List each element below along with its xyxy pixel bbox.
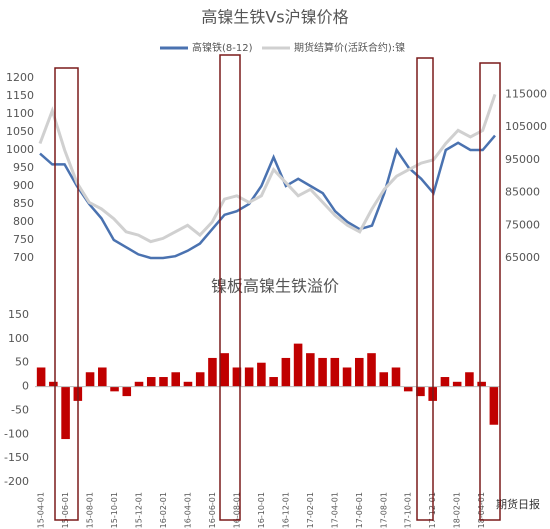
y-tick-label: 800 [13, 215, 34, 228]
line [38, 93, 497, 244]
bar [403, 386, 413, 392]
x-tick-label: 2018-04-01 [477, 492, 486, 529]
highlight-box [416, 57, 434, 521]
x-tick-label: 2016-10-01 [257, 492, 266, 529]
x-tick-label: 2017-02-01 [306, 492, 315, 529]
bar [159, 377, 168, 387]
y-tick-label: 100 [8, 332, 29, 345]
y2-tick-label: 115000 [505, 87, 547, 100]
bar [293, 343, 303, 387]
y-tick-label: -50 [11, 403, 29, 416]
x-tick-label: 2015-12-01 [135, 492, 144, 529]
y-tick-label: 50 [15, 356, 29, 369]
y2-tick-label: 95000 [505, 153, 540, 166]
bar [257, 362, 266, 387]
bar [146, 377, 156, 387]
x-tick-label: 2015-06-01 [61, 492, 70, 529]
bar [122, 386, 132, 397]
bar [465, 372, 474, 387]
y2-tick-label: 65000 [505, 251, 540, 264]
y-tick-label: 1200 [6, 71, 34, 84]
y-tick-label: 150 [8, 308, 29, 321]
bar [269, 377, 278, 387]
bar [416, 386, 425, 397]
y-tick-label: 1050 [6, 125, 34, 138]
bar [244, 367, 254, 387]
bar [330, 357, 340, 387]
y-tick-label: -150 [4, 451, 29, 464]
watermark: 期货日报 [496, 497, 540, 511]
bar [318, 357, 327, 387]
y-tick-label: 1100 [6, 107, 34, 120]
y2-tick-label: 105000 [505, 120, 547, 133]
bar [477, 381, 486, 387]
bar [61, 386, 70, 440]
bar [452, 381, 462, 387]
bar [183, 381, 193, 387]
x-tick-label: 2015-04-01 [37, 492, 46, 529]
y-tick-label: 700 [13, 251, 34, 264]
y-tick-label: 750 [13, 233, 34, 246]
x-tick-label: 2016-06-01 [208, 492, 217, 529]
y2-tick-label: 85000 [505, 186, 540, 199]
x-tick-label: 2016-02-01 [159, 492, 168, 529]
bar [85, 372, 95, 387]
bar [379, 372, 389, 387]
x-tick-label: 2017-10-01 [404, 492, 413, 529]
chart-title: 高镍生铁Vs沪镍价格 [201, 8, 348, 27]
x-tick-label: 2015-08-01 [86, 492, 95, 529]
bar [208, 357, 217, 387]
x-tick-label: 2017-06-01 [355, 492, 364, 529]
legend-label: 高镍铁(8-12) [192, 41, 253, 54]
x-tick-label: 2017-08-01 [379, 492, 388, 529]
y-tick-label: -200 [4, 475, 29, 488]
y-tick-label: 850 [13, 197, 34, 210]
x-tick-label: 2018-02-01 [453, 492, 462, 529]
x-tick-label: 2017-04-01 [330, 492, 339, 529]
bar [440, 377, 450, 387]
bar [367, 353, 376, 387]
y2-tick-label: 75000 [505, 218, 540, 231]
bar [489, 386, 499, 425]
x-tick-label: 2015-10-01 [110, 492, 119, 529]
bar [354, 357, 364, 387]
y-tick-label: 0 [22, 380, 29, 393]
bar [171, 372, 181, 387]
bar [98, 367, 107, 387]
bar [36, 367, 46, 387]
legend-label: 期货结算价(活跃合约):镍 [294, 41, 405, 54]
bar [281, 357, 291, 387]
bar [391, 367, 401, 387]
bar [195, 372, 205, 387]
x-tick-label: 2016-12-01 [281, 492, 290, 529]
highlight-box [479, 62, 501, 521]
bar [342, 367, 352, 387]
bar [49, 381, 58, 387]
y-tick-label: 950 [13, 161, 34, 174]
highlight-box [219, 54, 241, 521]
y-tick-label: -100 [4, 427, 29, 440]
bar [306, 353, 315, 387]
y-tick-label: 1150 [6, 89, 34, 102]
line [39, 134, 496, 260]
bar [220, 353, 229, 387]
x-tick-label: 2016-08-01 [232, 492, 241, 529]
bar [232, 367, 242, 387]
y-tick-label: 1000 [6, 143, 34, 156]
x-tick-label: 2016-04-01 [183, 492, 192, 529]
highlight-box [54, 67, 79, 521]
chart-title: 镍板高镍生铁溢价 [211, 277, 339, 296]
bar [110, 386, 119, 392]
y-tick-label: 900 [13, 179, 34, 192]
annotation-boxes [54, 54, 501, 521]
bar [134, 381, 144, 387]
